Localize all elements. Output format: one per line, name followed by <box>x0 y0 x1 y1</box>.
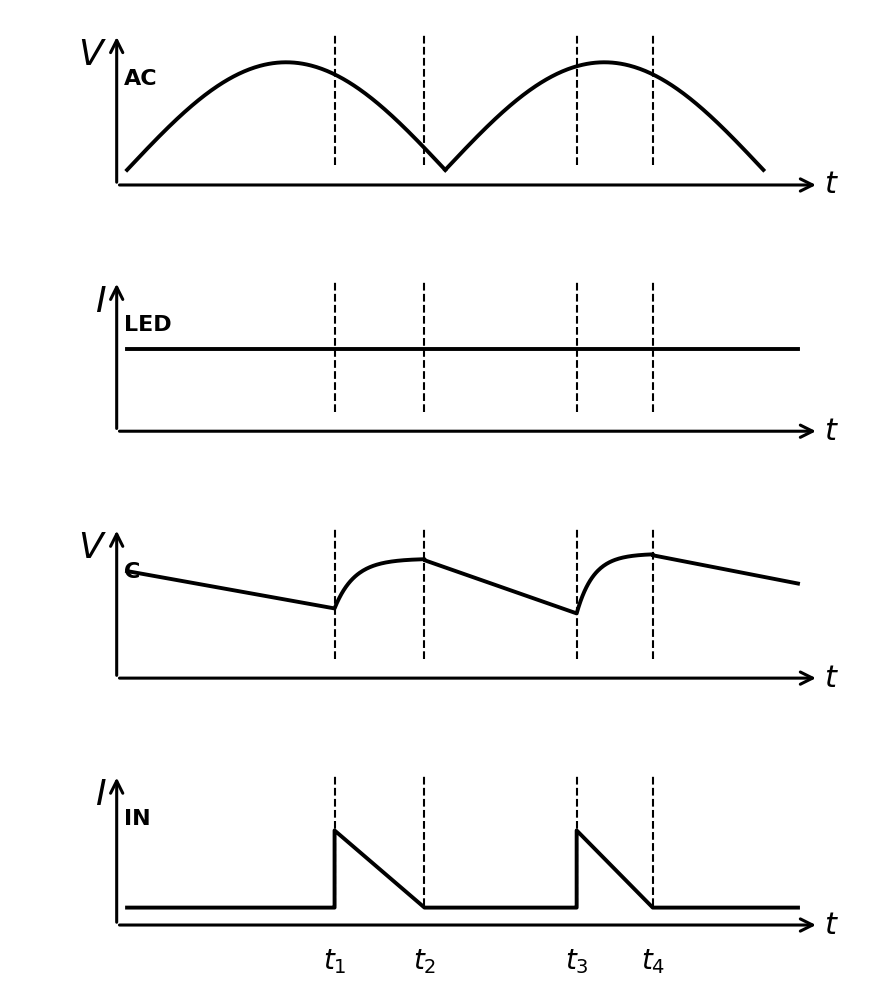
Text: $V$: $V$ <box>78 38 106 72</box>
Text: $t$: $t$ <box>824 911 839 940</box>
Text: AC: AC <box>124 69 158 89</box>
Text: C: C <box>124 562 140 582</box>
Text: $t_2$: $t_2$ <box>413 947 436 976</box>
Text: $t_1$: $t_1$ <box>323 947 347 976</box>
Text: $t_4$: $t_4$ <box>641 947 665 976</box>
Text: $t$: $t$ <box>824 170 839 199</box>
Text: $V$: $V$ <box>78 531 106 565</box>
Text: $t_3$: $t_3$ <box>564 947 589 976</box>
Text: $I$: $I$ <box>95 778 106 812</box>
Text: $I$: $I$ <box>95 285 106 319</box>
Text: $t$: $t$ <box>824 664 839 693</box>
Text: $t$: $t$ <box>824 417 839 446</box>
Text: IN: IN <box>124 809 150 829</box>
Text: LED: LED <box>124 315 172 335</box>
